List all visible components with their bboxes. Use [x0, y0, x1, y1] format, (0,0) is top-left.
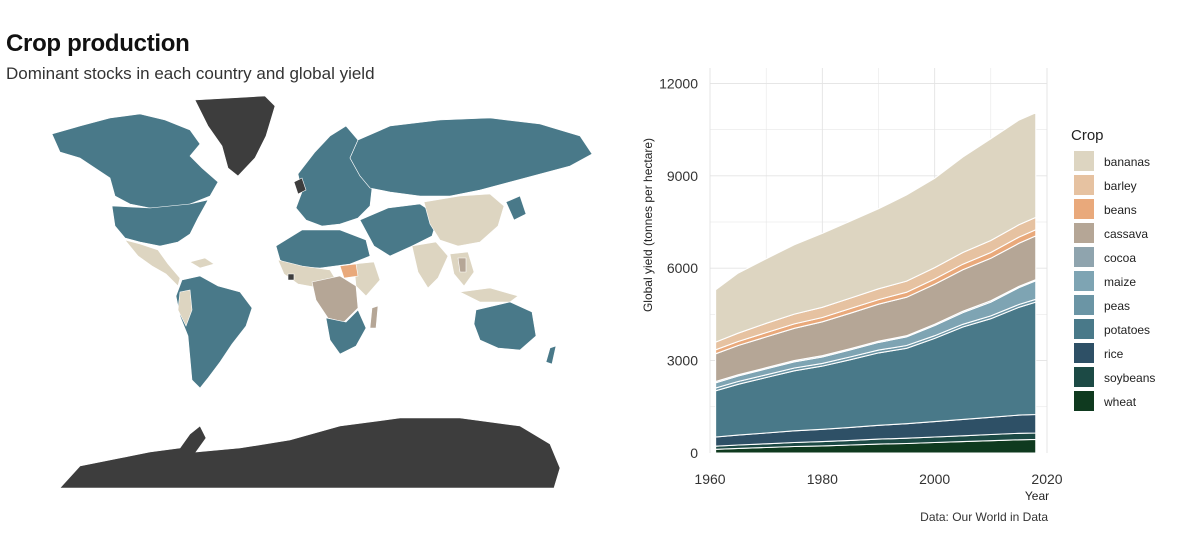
x-tick-label: 1980 [807, 471, 838, 487]
map-west-africa-dark [287, 273, 295, 281]
legend-title: Crop [1071, 127, 1104, 144]
y-tick-label: 12000 [659, 75, 698, 91]
map-russia [349, 117, 593, 197]
legend-label-wheat: wheat [1103, 395, 1137, 409]
map-indonesia [458, 287, 519, 303]
legend-label-soybeans: soybeans [1104, 371, 1155, 385]
legend-swatch-potatoes [1074, 319, 1094, 339]
map-australia [473, 301, 537, 351]
map-north-africa [275, 229, 371, 269]
legend-label-potatoes: potatoes [1104, 323, 1150, 337]
map-new-zealand [545, 345, 557, 365]
y-axis-ticks: 0 3000 6000 9000 12000 [659, 75, 698, 461]
x-tick-label: 2000 [919, 471, 950, 487]
y-tick-label: 6000 [667, 260, 698, 276]
legend-swatch-soybeans [1074, 367, 1094, 387]
map-ethiopia [339, 263, 359, 279]
legend-swatch-peas [1074, 295, 1094, 315]
map-canada [51, 113, 219, 209]
x-axis-ticks: 1960 1980 2000 2020 [694, 471, 1062, 487]
legend-swatch-beans [1074, 199, 1094, 219]
map-india [411, 241, 449, 289]
legend-swatch-wheat [1074, 391, 1094, 411]
world-map [51, 96, 593, 488]
chart-title: Crop production [6, 30, 190, 57]
legend-label-beans: beans [1104, 203, 1137, 217]
map-madagascar [369, 305, 379, 329]
x-tick-label: 1960 [694, 471, 725, 487]
map-antarctica [59, 417, 561, 488]
legend-swatch-maize [1074, 271, 1094, 291]
y-tick-label: 9000 [667, 168, 698, 184]
chart-legend: Crop bananas barley beans cassava cocoa maize… [1071, 127, 1155, 411]
x-axis-label: Year [1025, 489, 1049, 503]
legend-swatch-bananas [1074, 151, 1094, 171]
area-chart: 0 3000 6000 9000 12000 1960 1980 2000 2020 Glob… [641, 68, 1155, 503]
chart-areas [715, 111, 1037, 454]
map-china [423, 193, 505, 247]
map-usa [111, 199, 209, 247]
legend-label-cassava: cassava [1104, 227, 1148, 241]
map-korea-japan [505, 195, 527, 221]
map-andes [177, 289, 193, 327]
map-greenland [194, 96, 276, 177]
y-tick-label: 3000 [667, 353, 698, 369]
map-mexico [124, 239, 181, 287]
y-axis-label: Global yield (tonnes per hectare) [641, 138, 655, 312]
map-middle-east [359, 203, 439, 257]
legend-label-barley: barley [1104, 179, 1137, 193]
map-se-asia-rice [457, 257, 467, 273]
map-southern-africa [325, 309, 367, 355]
map-caribbean [189, 257, 215, 269]
map-land [51, 96, 593, 488]
legend-swatch-rice [1074, 343, 1094, 363]
area-bananas [715, 111, 1037, 343]
legend-swatch-cassava [1074, 223, 1094, 243]
chart-subtitle: Dominant stocks in each country and glob… [6, 64, 375, 83]
legend-swatch-barley [1074, 175, 1094, 195]
legend-swatch-cocoa [1074, 247, 1094, 267]
y-tick-label: 0 [690, 445, 698, 461]
legend-label-cocoa: cocoa [1104, 251, 1136, 265]
map-south-america [175, 275, 253, 389]
x-tick-label: 2020 [1031, 471, 1062, 487]
legend-label-rice: rice [1104, 347, 1124, 361]
legend-label-peas: peas [1104, 299, 1130, 313]
legend-label-bananas: bananas [1104, 155, 1150, 169]
map-east-africa [353, 261, 381, 297]
chart-caption: Data: Our World in Data [920, 510, 1048, 524]
map-central-africa [311, 275, 359, 323]
legend-label-maize: maize [1104, 275, 1136, 289]
map-uk [293, 177, 307, 195]
